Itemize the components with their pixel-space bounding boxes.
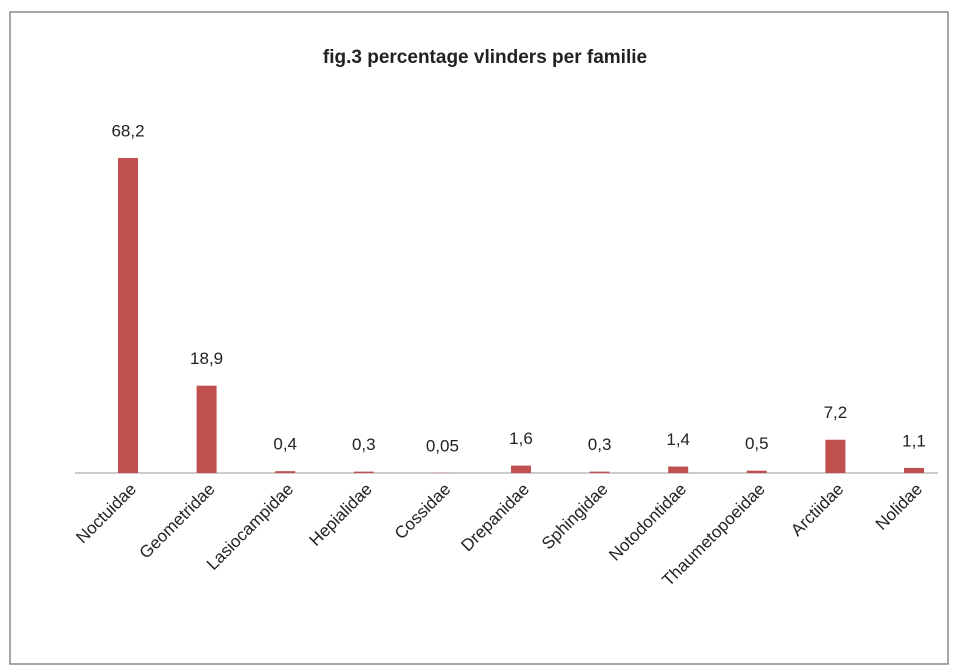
chart-title: fig.3 percentage vlinders per familie: [323, 47, 647, 68]
value-label: 0,4: [273, 435, 297, 454]
value-label: 0,05: [426, 436, 459, 455]
chart-border: [9, 11, 949, 665]
value-label: 18,9: [190, 349, 223, 368]
bar: [825, 439, 846, 473]
bar: [589, 471, 610, 473]
bar: [275, 471, 296, 473]
value-label: 0,5: [745, 434, 769, 453]
bar: [353, 471, 374, 473]
value-label: 1,1: [902, 431, 926, 450]
bar: [118, 158, 138, 473]
value-label: 0,3: [352, 435, 376, 454]
bar: [511, 465, 531, 473]
bar: [196, 385, 217, 473]
value-label: 1,4: [666, 430, 690, 449]
value-label: 7,2: [824, 403, 848, 422]
bar: [904, 467, 924, 473]
value-label: 68,2: [111, 121, 144, 140]
bar: [668, 466, 689, 473]
bar: [746, 470, 767, 473]
value-label: 1,6: [509, 429, 533, 448]
value-label: 0,3: [588, 435, 612, 454]
